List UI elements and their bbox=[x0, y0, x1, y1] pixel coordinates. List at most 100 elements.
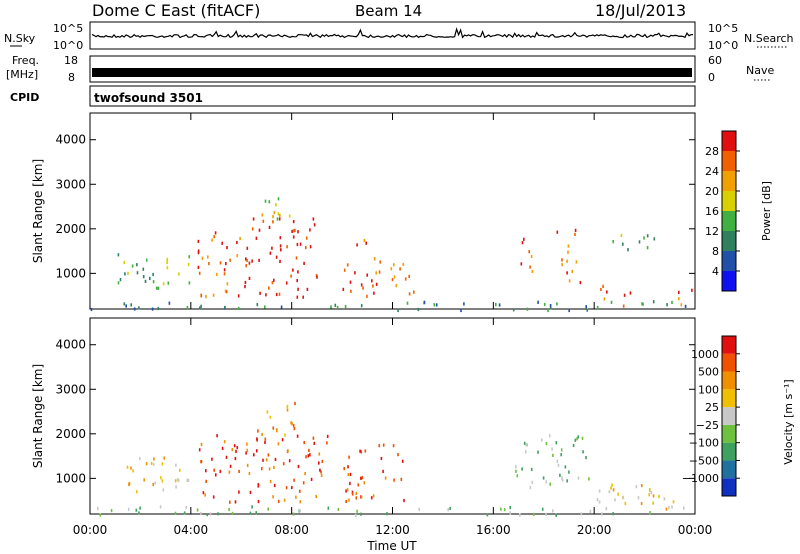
echo-cell bbox=[313, 223, 316, 227]
echo-cell bbox=[268, 286, 270, 290]
echo-cell bbox=[537, 450, 539, 454]
echo-cell bbox=[234, 457, 237, 461]
echo-cell bbox=[309, 453, 311, 457]
echo-cell bbox=[224, 289, 227, 293]
echo-cell bbox=[205, 479, 207, 483]
echo-cell bbox=[246, 246, 249, 250]
echo-cell bbox=[588, 477, 590, 481]
echo-cell bbox=[334, 303, 337, 307]
colorbar-tick-label: −1000 bbox=[682, 472, 719, 485]
colorbar-frame bbox=[721, 335, 737, 497]
echo-cell bbox=[403, 498, 405, 503]
echo-cell bbox=[199, 306, 201, 310]
echo-cell bbox=[138, 511, 140, 515]
echo-cell bbox=[356, 509, 358, 513]
echo-cell bbox=[624, 501, 627, 505]
echo-cell bbox=[585, 456, 587, 460]
colorbar-tick-label: 500 bbox=[698, 366, 719, 379]
echo-cell bbox=[244, 280, 247, 285]
nsearch-label: N.Search bbox=[744, 32, 794, 45]
cpid-strip-frame bbox=[89, 85, 696, 107]
y-tick-label: 4000 bbox=[55, 338, 86, 352]
echo-cell bbox=[269, 479, 272, 484]
echo-cell bbox=[658, 494, 660, 499]
echo-cell bbox=[251, 259, 253, 263]
echo-cell bbox=[162, 488, 165, 492]
colorbar-tick-label: −500 bbox=[689, 454, 719, 467]
echo-cell bbox=[280, 248, 282, 252]
echo-cell bbox=[404, 277, 407, 281]
colorbar-tick-label: 20 bbox=[705, 185, 719, 198]
echo-cell bbox=[144, 279, 147, 283]
freq-unit: [MHz] bbox=[6, 68, 38, 81]
velocity-plot-frame bbox=[89, 317, 696, 515]
echo-cell bbox=[163, 456, 165, 460]
echo-cell bbox=[346, 488, 349, 492]
echo-cell bbox=[228, 470, 231, 474]
echo-cell bbox=[614, 498, 616, 502]
colorbar-tick-label: 1000 bbox=[691, 348, 719, 361]
echo-cell bbox=[279, 213, 281, 217]
echo-cell bbox=[589, 509, 592, 513]
echo-cell bbox=[253, 453, 255, 457]
echo-cell bbox=[512, 308, 515, 312]
echo-cell bbox=[168, 301, 171, 305]
echo-cell bbox=[223, 268, 226, 272]
echo-cell bbox=[174, 511, 177, 515]
date-title: 18/Jul/2013 bbox=[595, 1, 686, 20]
echo-cell bbox=[413, 290, 415, 294]
echo-cell bbox=[236, 254, 239, 258]
echo-cell bbox=[509, 511, 512, 515]
echo-cell bbox=[224, 305, 226, 309]
echo-cell bbox=[622, 495, 625, 499]
echo-cell bbox=[399, 267, 401, 271]
echo-cell bbox=[373, 257, 376, 261]
echo-cell bbox=[185, 506, 188, 510]
echo-cell bbox=[276, 429, 278, 433]
echo-cell bbox=[541, 438, 543, 442]
echo-cell bbox=[397, 453, 399, 457]
echo-cell bbox=[533, 512, 535, 516]
echo-cell bbox=[552, 509, 554, 513]
echo-cell bbox=[248, 471, 251, 476]
echo-cell bbox=[295, 495, 297, 499]
echo-cell bbox=[161, 462, 164, 466]
echo-cell bbox=[286, 404, 289, 409]
y-tick-label: 4000 bbox=[55, 133, 86, 147]
colorbar-tick-label: 28 bbox=[705, 145, 719, 158]
echo-cell bbox=[360, 283, 363, 287]
echo-cell bbox=[663, 497, 666, 501]
echo-cell bbox=[360, 304, 363, 308]
echo-cell bbox=[303, 261, 305, 265]
echo-cell bbox=[345, 499, 347, 503]
echo-cell bbox=[545, 442, 548, 446]
echo-cell bbox=[648, 488, 651, 492]
echo-cell bbox=[277, 442, 280, 446]
echo-cell bbox=[447, 508, 449, 512]
echo-cell bbox=[279, 236, 282, 240]
echo-cell bbox=[552, 453, 554, 457]
echo-cell bbox=[284, 433, 286, 437]
echo-cell bbox=[568, 279, 571, 283]
echo-cell bbox=[209, 512, 212, 516]
echo-cell bbox=[187, 478, 190, 482]
echo-cell bbox=[370, 496, 373, 500]
velocity-colorbar: 1000 500 100 25 −25 −100 −500 −1000 bbox=[682, 335, 740, 497]
echo-cell bbox=[291, 485, 293, 490]
echo-cell bbox=[380, 456, 383, 461]
echo-cell bbox=[256, 303, 259, 307]
velocity-echo-cells bbox=[97, 401, 685, 518]
echo-cell bbox=[638, 240, 641, 244]
echo-cell bbox=[691, 288, 693, 292]
echo-cell bbox=[219, 469, 222, 473]
colorbar-tick-label: 4 bbox=[712, 265, 719, 278]
echo-cell bbox=[166, 257, 169, 261]
echo-cell bbox=[390, 267, 393, 271]
echo-cell bbox=[378, 444, 381, 448]
echo-cell bbox=[288, 214, 291, 218]
echo-cell bbox=[234, 500, 237, 504]
y-tick-label: 2000 bbox=[55, 222, 86, 236]
echo-cell bbox=[117, 253, 120, 257]
echo-cell bbox=[151, 307, 154, 311]
echo-cell bbox=[498, 303, 501, 307]
